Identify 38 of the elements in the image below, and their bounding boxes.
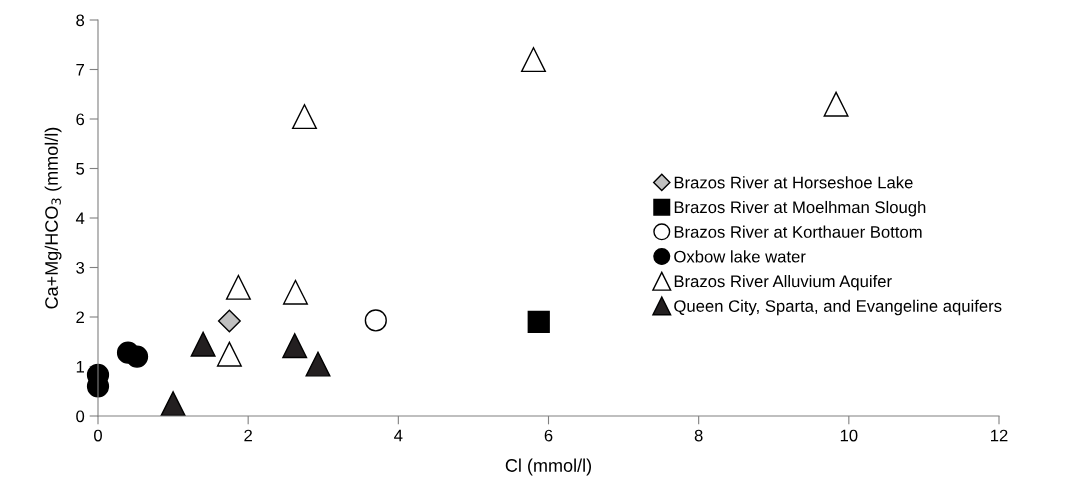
point [282, 279, 308, 305]
y-tick-label: 3 [76, 261, 85, 274]
legend-label: Brazos River at Korthauer Bottom [674, 225, 922, 238]
point [225, 274, 251, 300]
x-tick-label: 2 [244, 429, 252, 442]
point [305, 351, 331, 377]
point [364, 309, 387, 332]
legend-label: Brazos River at Moelhman Slough [674, 200, 926, 217]
x-tick-label: 0 [94, 429, 102, 442]
y-tick-label: 7 [76, 64, 84, 76]
legend-label: Queen City, Sparta, and Evangeline aquifers [674, 299, 1002, 316]
legend-label: Brazos River at Horseshoe Lake [674, 176, 913, 189]
x-tick-label: 10 [840, 429, 858, 442]
legend-label: Brazos River Alluvium Aquifer [674, 275, 892, 291]
point [216, 341, 242, 367]
point [160, 391, 186, 417]
point [291, 104, 317, 130]
y-axis-title: Ca+Mg/HCO$_{3}$ (mmol/l) [44, 127, 62, 309]
point [527, 310, 550, 334]
point [282, 333, 308, 359]
x-tick-label: 4 [394, 429, 403, 442]
y-tick-label: 5 [76, 163, 85, 175]
y-tick-label: 1 [76, 361, 84, 373]
x-tick-label: 8 [694, 429, 703, 442]
point [125, 345, 149, 368]
point [190, 331, 216, 357]
y-tick-label: 2 [76, 311, 84, 324]
legend-label: Oxbow lake water [674, 250, 806, 263]
y-tick-label: 4 [75, 212, 85, 225]
y-tick-label: 0 [76, 410, 85, 423]
x-axis-title: Cl (mmol/l) [505, 458, 592, 476]
point [217, 309, 241, 333]
x-tick-label: 6 [544, 429, 553, 442]
point [823, 91, 849, 117]
x-tick-label: 12 [991, 429, 1008, 442]
y-tick-label: 8 [76, 14, 85, 27]
point [520, 47, 546, 73]
y-tick-label: 6 [76, 113, 85, 126]
